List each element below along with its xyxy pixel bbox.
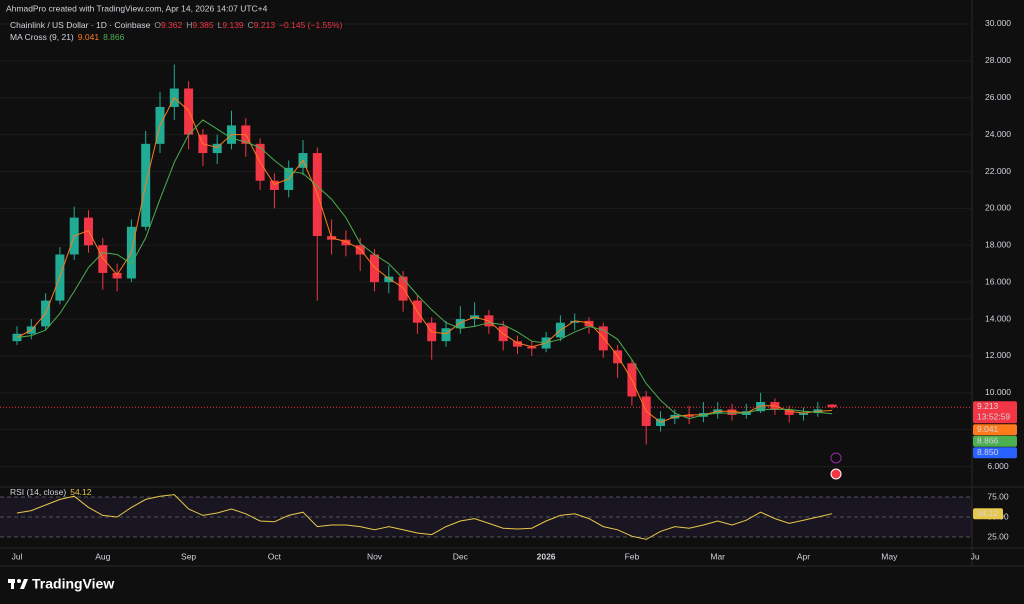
x-tick-label: Oct bbox=[268, 551, 282, 561]
y-tick-label: 30.000 bbox=[985, 18, 1011, 28]
y-tick-label: 14.000 bbox=[985, 313, 1011, 323]
logo-mark bbox=[20, 579, 28, 589]
candle-body bbox=[684, 414, 694, 417]
price-badge-label: 9.213 bbox=[977, 401, 999, 411]
x-tick-label: Dec bbox=[453, 551, 469, 561]
x-tick-label: Sep bbox=[181, 551, 196, 561]
ohlc-value: 9.139 bbox=[222, 20, 244, 30]
credit: AhmadPro created with TradingView.com, A… bbox=[6, 3, 268, 13]
event-icon[interactable] bbox=[830, 468, 842, 480]
price-badge bbox=[973, 435, 1017, 447]
candle-body bbox=[355, 245, 365, 255]
y-tick-label: 24.000 bbox=[985, 129, 1011, 139]
candle-body bbox=[527, 346, 537, 349]
rsi-badge-label: 54.12 bbox=[977, 508, 999, 518]
y-tick-label: 25.00 bbox=[987, 531, 1009, 541]
x-tick-label: Nov bbox=[367, 551, 383, 561]
logo-text: TradingView bbox=[32, 576, 114, 592]
ma-line bbox=[16, 119, 833, 420]
y-tick-label: 28.000 bbox=[985, 55, 1011, 65]
candle-body bbox=[827, 404, 837, 408]
y-tick-label: 22.000 bbox=[985, 166, 1011, 176]
x-tick-label: 2026 bbox=[537, 551, 556, 561]
candle-body bbox=[598, 326, 608, 351]
y-tick-label: 20.000 bbox=[985, 203, 1011, 213]
price-badge-label: 8.850 bbox=[977, 447, 999, 457]
x-tick-label: Aug bbox=[95, 551, 110, 561]
ma-value: 8.866 bbox=[103, 32, 125, 42]
candle-body bbox=[384, 276, 394, 283]
x-tick-label: Feb bbox=[625, 551, 640, 561]
logo: TradingView bbox=[8, 576, 114, 592]
logo-mark bbox=[11, 579, 14, 589]
candle-body bbox=[570, 320, 580, 323]
price-badge bbox=[973, 447, 1017, 459]
price-badge-label: 9.041 bbox=[977, 424, 999, 434]
candle-body bbox=[341, 239, 351, 246]
candle-body bbox=[727, 409, 737, 415]
ohlc-value: 9.362 bbox=[161, 20, 183, 30]
rsi-value: 54.12 bbox=[70, 487, 92, 497]
legend-price: Chainlink / US Dollar · 1D · Coinbase O9.… bbox=[10, 20, 343, 30]
legend-ma: MA Cross (9, 21) 9.041 8.866 bbox=[10, 32, 125, 42]
candle-body bbox=[784, 409, 794, 415]
x-tick-label: May bbox=[881, 551, 898, 561]
rsi-badge bbox=[973, 508, 1003, 520]
event-icon[interactable] bbox=[830, 452, 842, 464]
ma-value: 9.041 bbox=[78, 32, 100, 42]
price-badge-label: 8.866 bbox=[977, 436, 999, 446]
countdown: 13:52:59 bbox=[977, 412, 1010, 422]
candle-body bbox=[513, 341, 522, 347]
ohlc-letter: L bbox=[218, 20, 223, 30]
x-tick-label: Apr bbox=[797, 551, 810, 561]
grid: 6.0008.00010.00012.00014.00016.00018.000… bbox=[0, 18, 1011, 561]
y-tick-label: 10.000 bbox=[985, 387, 1011, 397]
plot bbox=[12, 64, 837, 540]
candle-body bbox=[98, 245, 108, 273]
ma-line bbox=[16, 96, 833, 423]
ohlc-letter: C bbox=[248, 20, 254, 30]
candle-body bbox=[441, 328, 451, 342]
ohlc-letter: H bbox=[186, 20, 192, 30]
x-tick-label: Ju bbox=[971, 551, 980, 561]
y-tick-label: 18.000 bbox=[985, 240, 1011, 250]
y-tick-label: 6.000 bbox=[987, 461, 1009, 471]
x-tick-label: Mar bbox=[710, 551, 725, 561]
candle-body bbox=[269, 180, 279, 190]
y-tick-label: 26.000 bbox=[985, 92, 1011, 102]
rsi-line bbox=[16, 494, 833, 540]
price-badge bbox=[973, 401, 1017, 424]
y-tick-label: 75.00 bbox=[987, 491, 1009, 501]
ohlc-letter: O bbox=[154, 20, 161, 30]
ohlc-value: 9.385 bbox=[192, 20, 214, 30]
candle-body bbox=[455, 319, 465, 329]
y-tick-label: 16.000 bbox=[985, 276, 1011, 286]
candle-body bbox=[212, 143, 222, 154]
candle-body bbox=[756, 402, 766, 412]
logo-mark bbox=[17, 579, 21, 583]
candle-body bbox=[112, 272, 122, 279]
x-tick-label: Jul bbox=[12, 551, 23, 561]
candle-body bbox=[584, 320, 594, 327]
candle-body bbox=[370, 254, 379, 283]
rsi-title: RSI (14, close) bbox=[10, 487, 66, 497]
symbol: Chainlink / US Dollar · 1D · Coinbase bbox=[10, 20, 151, 30]
price-badge bbox=[973, 424, 1017, 436]
legend-rsi: RSI (14, close) 54.12 bbox=[10, 487, 92, 497]
change: −0.145 (−1.55%) bbox=[279, 20, 342, 30]
ohlc-value: 9.213 bbox=[254, 20, 276, 30]
y-tick-label: 12.000 bbox=[985, 350, 1011, 360]
indicator-name: MA Cross (9, 21) bbox=[10, 32, 74, 42]
candle-body bbox=[799, 413, 808, 415]
